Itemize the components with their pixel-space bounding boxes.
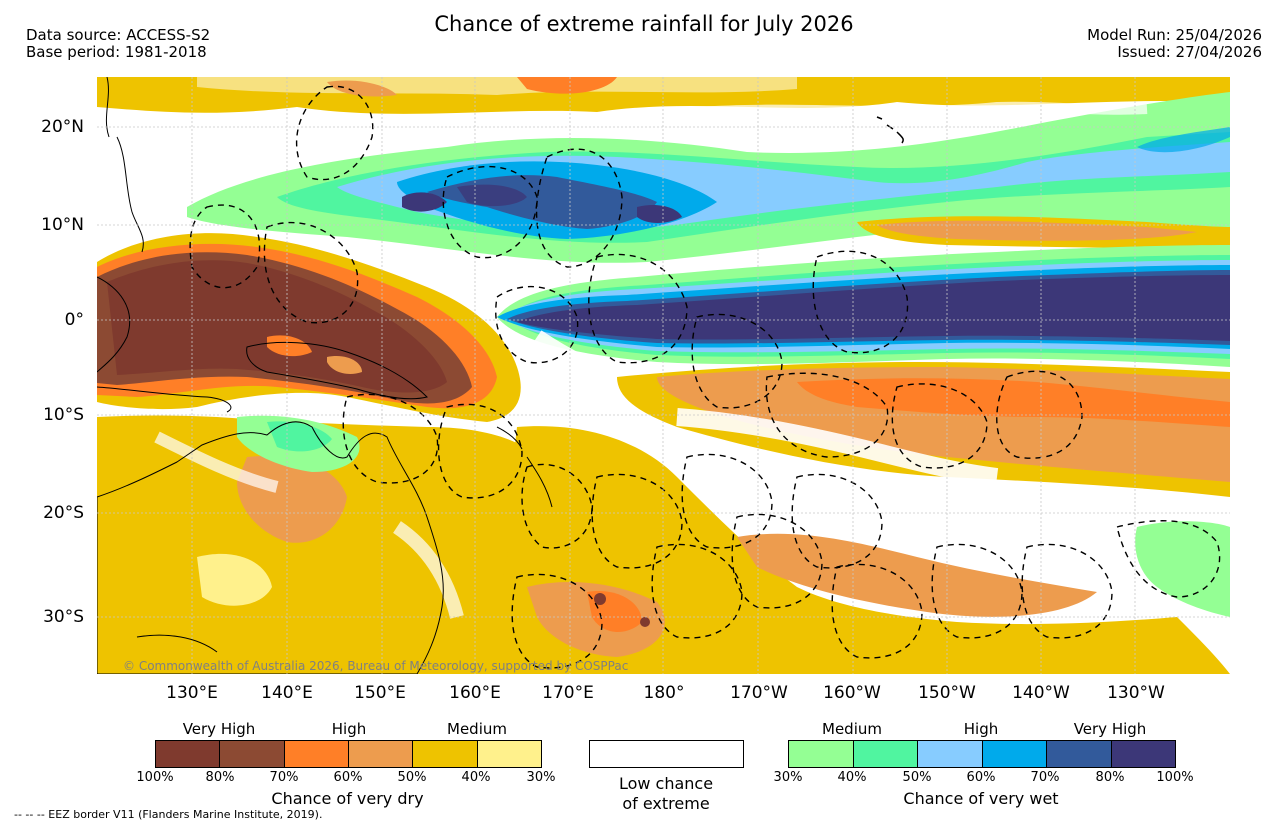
wet-level-high: High [963, 720, 999, 738]
dry-tick: 30% [526, 770, 556, 785]
lon-label-150w: 150°W [918, 683, 976, 703]
lat-label-20s: 20°S [43, 503, 84, 523]
lon-label-160w: 160°W [823, 683, 881, 703]
lat-label-20n: 20°N [41, 117, 84, 137]
dry-tick: 50% [397, 770, 427, 785]
wet-tick: 60% [966, 770, 996, 785]
wet-tick: 100% [1156, 770, 1194, 785]
lon-label-170e: 170°E [542, 683, 594, 703]
wet-swatch-4 [982, 741, 1047, 767]
copyright-text: © Commonwealth of Australia 2026, Bureau… [123, 659, 628, 673]
dry-tick: 60% [333, 770, 363, 785]
issued-date: Issued: 27/04/2026 [1117, 43, 1262, 61]
lon-label-140e: 140°E [261, 683, 313, 703]
dry-swatch-1 [156, 741, 221, 767]
dry-swatch-6 [477, 741, 541, 767]
wet-tick: 80% [1095, 770, 1125, 785]
lon-label-170w: 170°W [730, 683, 788, 703]
dry-tick: 70% [269, 770, 299, 785]
dry-tick: 100% [136, 770, 174, 785]
low-chance-line2: of extreme [622, 794, 710, 813]
wet-level-medium: Medium [822, 720, 882, 738]
dry-swatch-4 [348, 741, 414, 767]
wet-level-very-high: Very High [1073, 720, 1147, 738]
wet-tick: 30% [773, 770, 803, 785]
lat-label-30s: 30°S [43, 607, 84, 627]
wet-swatch-3 [918, 741, 983, 767]
lon-label-150e: 150°E [354, 683, 406, 703]
dry-swatch-5 [413, 741, 478, 767]
lon-label-180: 180° [643, 683, 685, 703]
source-info: Data source: ACCESS-S2 Base period: 1981… [26, 27, 210, 61]
dry-swatch-3 [284, 741, 349, 767]
lat-label-10n: 10°N [41, 215, 84, 235]
wet-legend-label: Chance of very wet [903, 789, 1059, 808]
data-source: Data source: ACCESS-S2 [26, 26, 211, 44]
rainfall-map: © Commonwealth of Australia 2026, Bureau… [97, 77, 1230, 674]
map-title: Chance of extreme rainfall for July 2026 [434, 12, 854, 36]
wet-tick: 50% [902, 770, 932, 785]
lon-label-160e: 160°E [449, 683, 501, 703]
dry-tick: 80% [205, 770, 235, 785]
low-chance-label: Low chance of extreme [580, 774, 752, 814]
run-info: Model Run: 25/04/2026 Issued: 27/04/2026 [1087, 27, 1262, 61]
wet-colorbar [788, 740, 1176, 768]
wet-swatch-5 [1047, 741, 1112, 767]
lat-label-0: 0° [64, 310, 84, 330]
lon-label-130e: 130°E [166, 683, 218, 703]
lon-label-140w: 140°W [1012, 683, 1070, 703]
wet-swatch-6 [1111, 741, 1175, 767]
base-period: Base period: 1981-2018 [26, 43, 207, 61]
wet-tick: 70% [1030, 770, 1060, 785]
wet-swatch-2 [853, 741, 918, 767]
low-chance-swatch [589, 740, 744, 768]
wet-tick: 40% [837, 770, 867, 785]
lon-label-130w: 130°W [1107, 683, 1165, 703]
lat-label-10s: 10°S [43, 405, 84, 425]
dry-level-medium: Medium [447, 720, 507, 738]
model-run: Model Run: 25/04/2026 [1087, 26, 1262, 44]
dry-level-high: High [331, 720, 367, 738]
dry-level-very-high: Very High [182, 720, 256, 738]
dry-swatch-2 [220, 741, 285, 767]
dry-tick: 40% [461, 770, 491, 785]
dry-colorbar [155, 740, 542, 768]
wet-swatch-1 [789, 741, 854, 767]
low-chance-line1: Low chance [618, 774, 714, 793]
dry-legend-label: Chance of very dry [271, 789, 424, 808]
eez-note: -- -- -- EEZ border V11 (Flanders Marine… [14, 808, 323, 821]
